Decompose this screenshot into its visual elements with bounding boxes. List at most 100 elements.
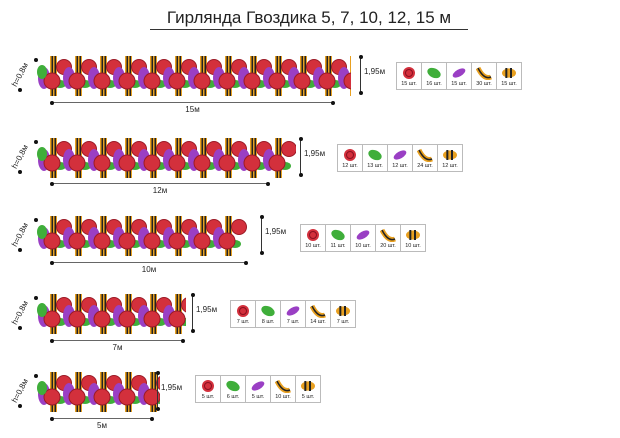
ribbon-roll-icon	[443, 150, 457, 160]
depth-label: 1,95м	[364, 67, 386, 76]
garland-image	[37, 372, 160, 412]
depth-dimension-line	[192, 294, 193, 332]
length-dimension-line	[52, 340, 183, 341]
leaf-icon	[331, 229, 345, 241]
lilac-icon	[356, 230, 370, 240]
lilac-icon	[251, 381, 265, 391]
dimension-dot	[358, 55, 363, 59]
part-count: 7 шт.	[336, 319, 350, 325]
dimension-dot	[244, 260, 248, 265]
dimension-dot	[331, 100, 335, 105]
parts-cell: 15 шт.	[447, 63, 472, 89]
dimension-dot	[50, 181, 54, 186]
parts-table: 12 шт. 13 шт. 12 шт. 24 шт. 12 шт.	[337, 144, 463, 172]
dimension-dot	[155, 407, 160, 411]
parts-cell: 14 шт.	[306, 301, 331, 327]
page-title: Гирлянда Гвоздика 5, 7, 10, 12, 15 м	[150, 8, 468, 30]
depth-dimension-line	[360, 56, 361, 94]
ribbon-roll-icon	[502, 68, 516, 78]
garland-row: h=0,8м 1,95м 7м 7 шт. 8 шт. 7 шт. 14 шт. 7 шт.	[0, 290, 620, 360]
leaf-icon	[368, 149, 382, 161]
part-count: 5 шт.	[201, 394, 215, 400]
dimension-dot	[18, 170, 22, 174]
parts-cell: 20 шт.	[376, 225, 401, 251]
ribbon-roll-icon	[336, 306, 350, 316]
ribbon-icon	[476, 66, 492, 80]
part-count: 10 шт.	[305, 243, 321, 249]
parts-table: 5 шт. 6 шт. 5 шт. 10 шт. 5 шт.	[195, 375, 321, 403]
parts-cell: 12 шт.	[388, 145, 413, 171]
dimension-dot	[18, 404, 22, 408]
dimension-dot	[181, 338, 185, 343]
dimension-dot	[298, 173, 303, 177]
parts-cell: 10 шт.	[351, 225, 376, 251]
rose-icon	[307, 229, 319, 241]
garland-image	[37, 216, 247, 256]
parts-cell: 30 шт.	[472, 63, 497, 89]
depth-dimension-line	[300, 138, 301, 176]
dimension-dot	[298, 137, 303, 141]
parts-cell: 12 шт.	[338, 145, 363, 171]
part-count: 5 шт.	[251, 394, 265, 400]
parts-cell: 10 шт.	[301, 225, 326, 251]
parts-cell: 5 шт.	[296, 376, 320, 402]
parts-table: 7 шт. 8 шт. 7 шт. 14 шт. 7 шт.	[230, 300, 356, 328]
part-count: 15 шт.	[401, 81, 417, 87]
dimension-dot	[259, 215, 264, 219]
height-label: h=0,8м	[10, 377, 31, 405]
part-count: 10 шт.	[275, 394, 291, 400]
parts-cell: 10 шт.	[271, 376, 296, 402]
parts-cell: 7 шт.	[331, 301, 355, 327]
dimension-dot	[155, 371, 160, 375]
part-count: 6 шт.	[226, 394, 240, 400]
dimension-dot	[190, 293, 195, 297]
ribbon-roll-icon	[301, 381, 315, 391]
parts-table: 10 шт. 11 шт. 10 шт. 20 шт. 10 шт.	[300, 224, 426, 252]
dimension-dot	[18, 248, 22, 252]
leaf-icon	[261, 305, 275, 317]
length-label: 10м	[141, 265, 157, 274]
depth-label: 1,95м	[304, 149, 326, 158]
dimension-dot	[50, 338, 54, 343]
part-count: 13 шт.	[367, 163, 383, 169]
lilac-icon	[393, 150, 407, 160]
part-count: 30 шт.	[476, 81, 492, 87]
dimension-dot	[18, 326, 22, 330]
parts-cell: 10 шт.	[401, 225, 425, 251]
dimension-dot	[50, 100, 54, 105]
part-count: 8 шт.	[261, 319, 275, 325]
garland-row: h=0,8м 1,95м 15м 15 шт. 16 шт. 15 шт. 30 шт. 15…	[0, 52, 620, 122]
parts-cell: 24 шт.	[413, 145, 438, 171]
parts-cell: 8 шт.	[256, 301, 281, 327]
length-dimension-line	[52, 418, 152, 419]
part-count: 24 шт.	[417, 163, 433, 169]
parts-cell: 6 шт.	[221, 376, 246, 402]
parts-cell: 12 шт.	[438, 145, 462, 171]
ribbon-icon	[275, 379, 291, 393]
part-count: 5 шт.	[301, 394, 315, 400]
ribbon-roll-icon	[406, 230, 420, 240]
dimension-dot	[34, 374, 38, 378]
parts-cell: 5 шт.	[196, 376, 221, 402]
part-count: 15 шт.	[501, 81, 517, 87]
parts-cell: 5 шт.	[246, 376, 271, 402]
dimension-dot	[266, 181, 270, 186]
parts-cell: 16 шт.	[422, 63, 447, 89]
ribbon-icon	[310, 304, 326, 318]
dimension-dot	[150, 416, 154, 421]
leaf-icon	[427, 67, 441, 79]
length-label: 7м	[112, 343, 123, 352]
dimension-dot	[34, 140, 38, 144]
length-dimension-line	[52, 183, 268, 184]
length-label: 12м	[152, 186, 168, 195]
part-count: 14 шт.	[310, 319, 326, 325]
dimension-dot	[358, 91, 363, 95]
height-label: h=0,8м	[10, 299, 31, 327]
part-count: 7 шт.	[236, 319, 250, 325]
lilac-icon	[286, 306, 300, 316]
part-count: 11 шт.	[330, 243, 346, 249]
garland-row: h=0,8м 1,95м 5м 5 шт. 6 шт. 5 шт. 10 шт. 5 шт.	[0, 368, 620, 438]
length-label: 5м	[97, 421, 107, 430]
parts-cell: 7 шт.	[231, 301, 256, 327]
